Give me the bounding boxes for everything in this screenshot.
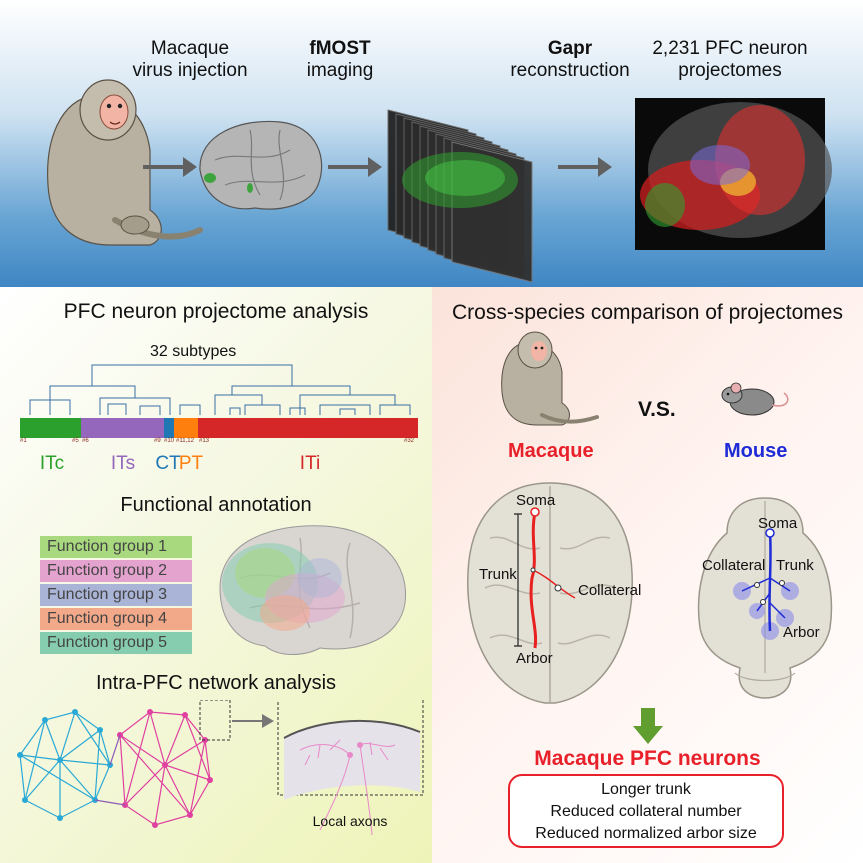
tag-13: #13: [199, 438, 210, 444]
step-reconstruction-line2: reconstruction: [510, 60, 630, 81]
function-group-1: Function group 1: [40, 536, 192, 558]
macaque-brain-illustration: [199, 120, 323, 210]
bar-segment-its: [81, 418, 164, 438]
step-projectomes-line2: projectomes: [678, 60, 782, 81]
arrow-3: [558, 157, 612, 177]
down-arrow-icon: [633, 708, 663, 744]
function-group-4: Function group 4: [40, 608, 192, 630]
label-pt: PT: [178, 453, 204, 474]
step-projectomes-line1: 2,231 PFC neuron: [652, 38, 808, 59]
conclusion-title: Macaque PFC neurons: [534, 747, 761, 770]
arrow-1: [143, 157, 197, 177]
mouse-trunk-label: Trunk: [776, 557, 814, 574]
bar-segment-itc: [20, 418, 81, 438]
macaque-label: Macaque: [508, 440, 594, 462]
bar-segment-pt: [174, 418, 198, 438]
step-imaging: fMOST imaging: [270, 38, 410, 82]
label-its: ITs: [110, 453, 136, 474]
mouse-arbor-label: Arbor: [783, 624, 820, 641]
bar-segment-iti: [198, 418, 418, 438]
findings-box: Longer trunk Reduced collateral number R…: [508, 774, 784, 848]
comparison-title: Cross-species comparison of projectomes: [452, 301, 843, 324]
macaque-collateral-label: Collateral: [578, 582, 642, 599]
finding-3: Reduced normalized arbor size: [535, 825, 757, 842]
finding-1: Longer trunk: [601, 781, 691, 798]
arrow-2: [328, 157, 382, 177]
step-reconstruction-line1: Gapr: [547, 38, 593, 59]
bar-segment-ct: [164, 418, 174, 438]
macaque-arbor-label: Arbor: [516, 650, 553, 667]
tag-10: #10: [164, 438, 175, 444]
function-group-5: Function group 5: [40, 632, 192, 654]
finding-2: Reduced collateral number: [550, 803, 742, 820]
macaque-soma-label: Soma: [516, 492, 556, 509]
label-iti: ITi: [299, 453, 321, 474]
projectome-3d-image: [635, 98, 832, 250]
mouse-illustration: [721, 382, 789, 416]
projectome-analysis-title: PFC neuron projectome analysis: [63, 300, 369, 323]
tag-5: #5: [72, 438, 79, 444]
label-ct: CT: [155, 453, 181, 474]
tag-6: #6: [82, 438, 89, 444]
local-axons-label: Local axons: [312, 813, 388, 829]
function-group-3: Function group 3: [40, 584, 192, 606]
mouse-brain-neuron-diagram: [697, 497, 833, 699]
step-injection: Macaque virus injection: [110, 38, 270, 82]
tag-11-12: #11,12: [176, 438, 194, 444]
top-illustrations: [47, 79, 832, 283]
mouse-label: Mouse: [724, 440, 788, 462]
network-analysis-title: Intra-PFC network analysis: [95, 672, 337, 694]
step-imaging-line2: imaging: [306, 60, 374, 81]
functional-annotation-title: Functional annotation: [120, 494, 312, 516]
species-illustrations: [501, 331, 789, 426]
fmost-image-stack: [387, 109, 533, 283]
mouse-collateral-label: Collateral: [702, 557, 766, 574]
network-illustration: [17, 700, 424, 836]
versus-label: V.S.: [638, 398, 676, 421]
small-macaque-illustration: [501, 331, 599, 426]
step-injection-line1: Macaque: [150, 38, 230, 59]
macaque-trunk-label: Trunk: [479, 566, 517, 583]
step-projectomes: 2,231 PFC neuron projectomes: [630, 38, 830, 82]
dendrogram-label: 32 subtypes: [150, 343, 237, 360]
macaque-illustration: [47, 79, 203, 246]
step-imaging-line1: fMOST: [309, 38, 371, 59]
macaque-brain-neuron-diagram: [467, 482, 633, 704]
tag-32: #32: [404, 438, 415, 444]
tag-9: #9: [154, 438, 161, 444]
annotated-brain-illustration: [219, 525, 407, 655]
dendrogram: [29, 364, 411, 415]
mouse-soma-label: Soma: [758, 515, 798, 532]
step-injection-line2: virus injection: [132, 60, 248, 81]
function-group-2: Function group 2: [40, 560, 192, 582]
tag-1: #1: [20, 438, 27, 444]
step-reconstruction: Gapr reconstruction: [490, 38, 650, 82]
label-itc: ITc: [39, 453, 65, 474]
